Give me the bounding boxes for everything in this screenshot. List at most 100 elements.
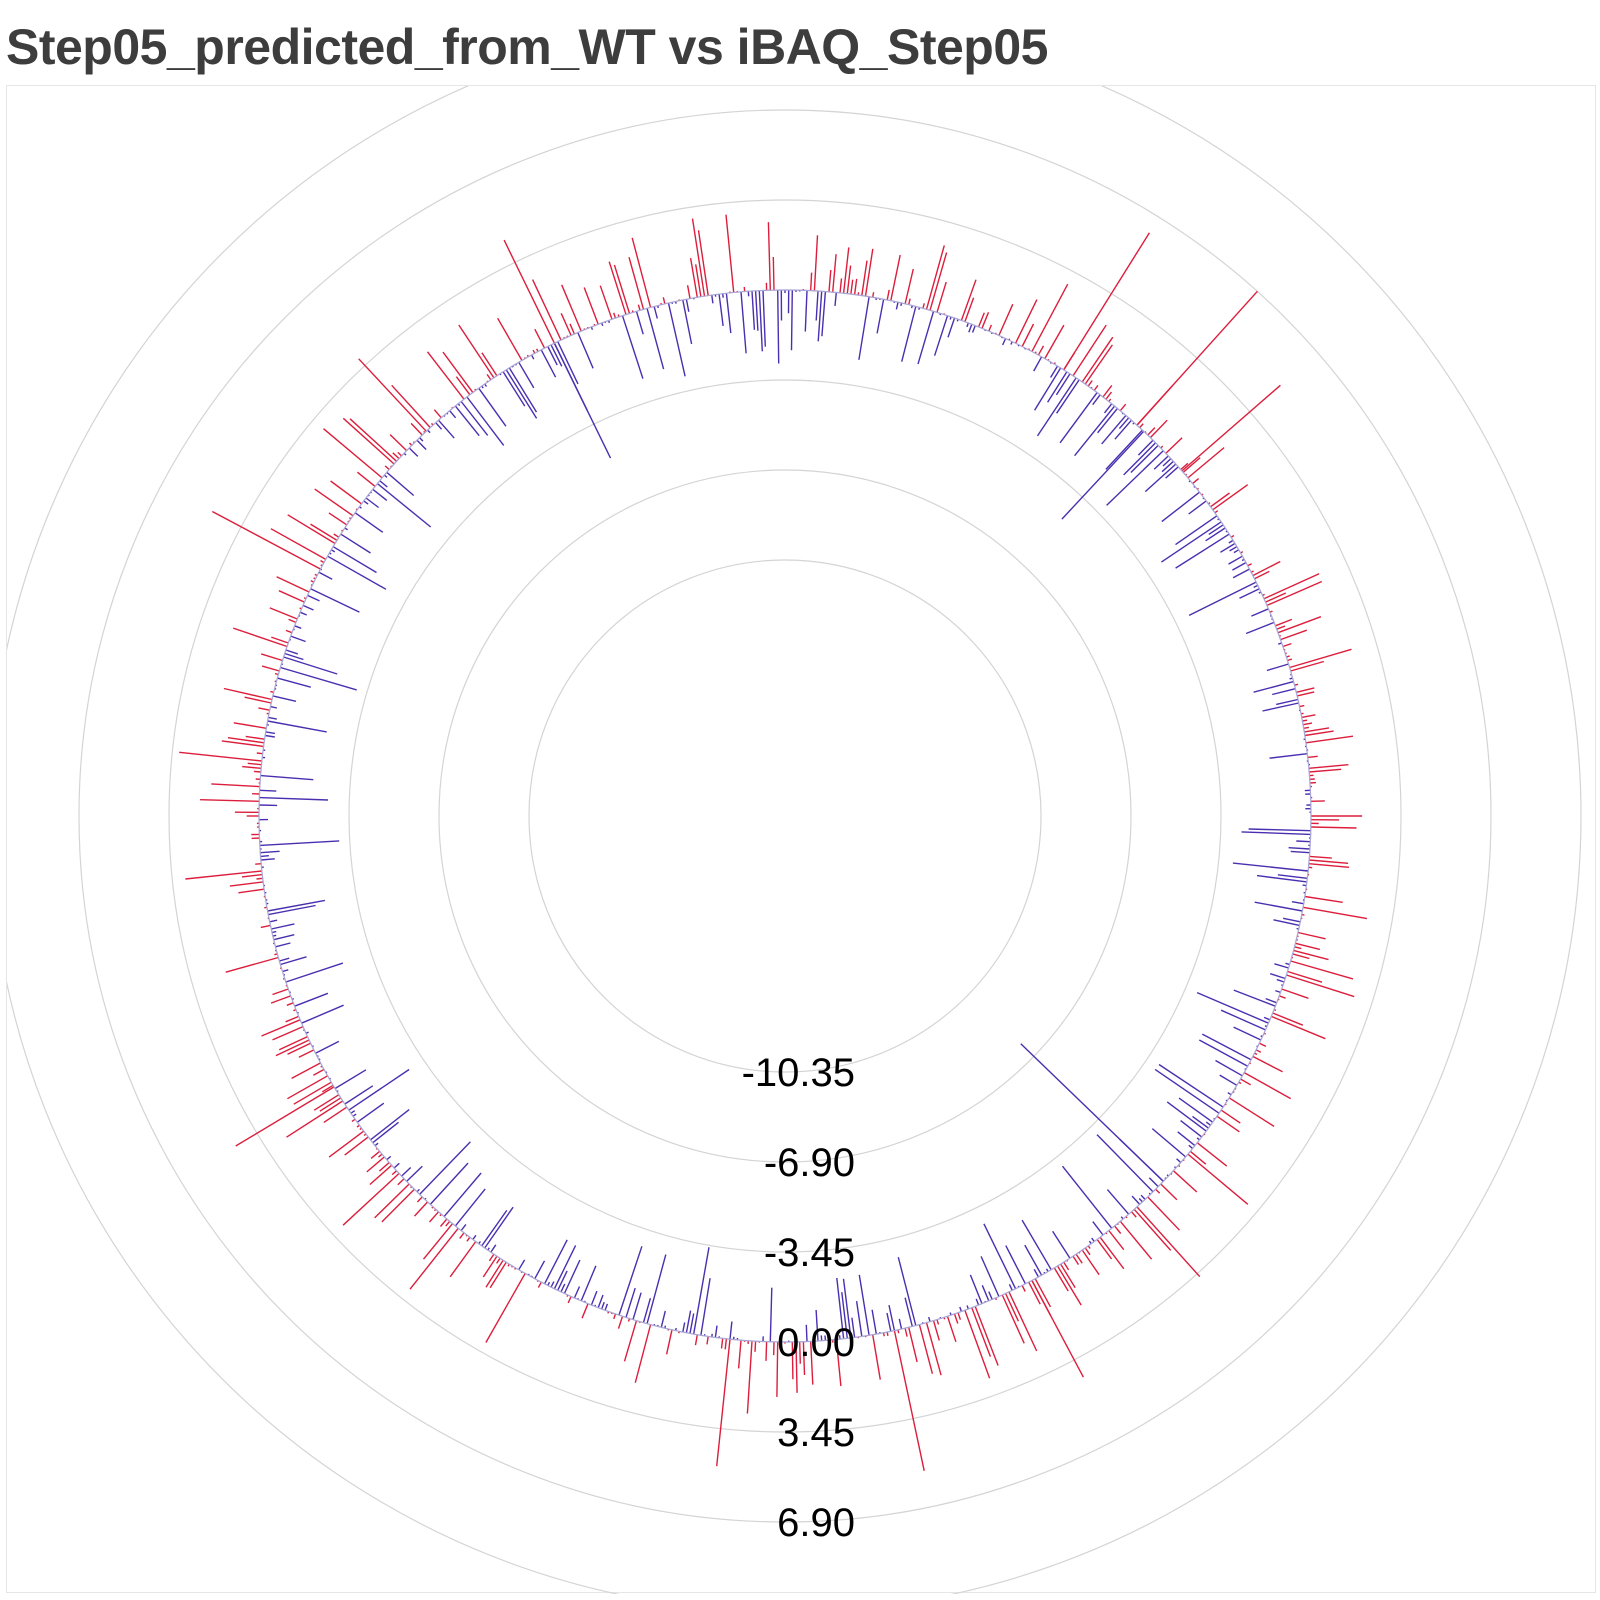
bar-positive: [904, 1327, 908, 1337]
bar-negative: [1045, 1268, 1049, 1272]
bar-negative: [1282, 917, 1301, 923]
bar-negative: [472, 1234, 477, 1240]
bar-positive: [1210, 492, 1230, 508]
bar-positive: [613, 1313, 617, 1320]
bar-negative: [259, 789, 277, 792]
bar-negative: [1096, 1134, 1154, 1193]
bar-negative: [429, 1162, 469, 1205]
bar-positive: [489, 1261, 507, 1289]
bar-negative: [1205, 527, 1226, 542]
bar-positive: [270, 995, 291, 1004]
bar-negative: [1165, 466, 1179, 479]
bar-negative: [348, 1068, 410, 1111]
bar-positive: [351, 1118, 356, 1122]
bar-positive: [1021, 323, 1035, 347]
bar-positive: [560, 313, 572, 336]
bar-positive: [1087, 380, 1093, 387]
bar-positive: [932, 1320, 940, 1341]
bar-positive: [581, 1303, 589, 1319]
bar-negative: [386, 1155, 392, 1161]
bar-positive: [378, 1153, 383, 1158]
bar-negative: [855, 1300, 863, 1337]
bar-negative: [1232, 568, 1250, 579]
bar-negative: [260, 858, 275, 861]
bar-positive: [936, 1319, 940, 1325]
bar-negative: [1144, 463, 1177, 493]
bar-positive: [416, 1196, 423, 1203]
bar-positive: [486, 374, 492, 381]
bar-negative: [271, 930, 277, 934]
bar-positive: [776, 1341, 779, 1397]
bar-positive: [1263, 573, 1320, 600]
bar-positive: [1307, 755, 1318, 759]
bar-positive: [319, 1097, 342, 1112]
bar-negative: [1162, 458, 1172, 467]
bar-negative: [282, 969, 289, 973]
bar-positive: [1280, 629, 1308, 641]
bar-positive: [886, 1331, 889, 1337]
bar-negative: [307, 594, 320, 602]
bar-negative: [1056, 379, 1080, 414]
bar-negative: [393, 1162, 400, 1169]
bar-positive: [276, 576, 310, 593]
bar-negative: [435, 422, 443, 430]
bar-negative: [1161, 460, 1174, 473]
bar-negative: [1254, 901, 1303, 912]
bar-positive: [846, 265, 852, 294]
bar-negative: [1005, 1245, 1027, 1285]
bar-negative: [667, 302, 686, 377]
bar-positive: [1093, 384, 1099, 391]
bar-negative: [815, 1309, 819, 1342]
bar-negative: [693, 1247, 710, 1335]
bar-positive: [1130, 1211, 1137, 1218]
bar-negative: [279, 957, 290, 962]
grid-ring: [528, 559, 1042, 1073]
bar-positive: [835, 1339, 842, 1387]
bar-negative: [350, 1110, 356, 1114]
bar-positive: [737, 1340, 742, 1369]
bar-positive: [662, 297, 666, 305]
bar-positive: [634, 1324, 652, 1383]
bar-negative: [481, 1209, 508, 1247]
bar-positive: [1031, 1280, 1085, 1378]
bar-negative: [272, 934, 277, 937]
bar-positive: [1309, 855, 1332, 859]
bar-positive: [330, 480, 363, 505]
bar-negative: [1177, 1131, 1196, 1147]
bar-negative: [888, 1304, 896, 1331]
bar-positive: [256, 877, 263, 880]
bar-positive: [1309, 768, 1342, 773]
bar-negative: [842, 1278, 852, 1338]
bar-negative: [725, 293, 732, 334]
bar-negative: [1201, 1033, 1252, 1061]
bar-negative: [988, 1291, 993, 1300]
bar-positive: [1308, 764, 1349, 769]
bar-positive: [1220, 1109, 1241, 1124]
bar-positive: [1295, 942, 1321, 951]
bar-negative: [547, 1281, 551, 1286]
bar-negative: [270, 705, 278, 709]
chart-title: Step05_predicted_from_WT vs iBAQ_Step05: [6, 19, 1048, 75]
bar-negative: [632, 1292, 642, 1320]
bar-negative: [1290, 850, 1310, 854]
bar-negative: [1176, 1158, 1182, 1164]
bar-positive: [458, 324, 495, 379]
bar-negative: [301, 1004, 344, 1024]
bar-positive: [1180, 462, 1189, 471]
bar-negative: [1180, 1120, 1203, 1138]
bar-positive: [1271, 1015, 1326, 1040]
bar-negative: [841, 1292, 848, 1339]
bar-positive: [864, 248, 874, 297]
bar-negative: [653, 306, 658, 319]
bar-positive: [270, 690, 274, 693]
bar-negative: [604, 1303, 609, 1311]
bar-positive: [567, 1296, 572, 1304]
bar-negative: [714, 1325, 718, 1338]
bar-positive: [253, 770, 261, 773]
radial-tick-label: -3.45: [764, 1231, 855, 1275]
bar-negative: [1097, 407, 1118, 434]
bar-positive: [842, 247, 850, 294]
bar-negative: [454, 1188, 486, 1227]
bar-positive: [1187, 447, 1225, 479]
grid-ring: [438, 469, 1132, 1163]
